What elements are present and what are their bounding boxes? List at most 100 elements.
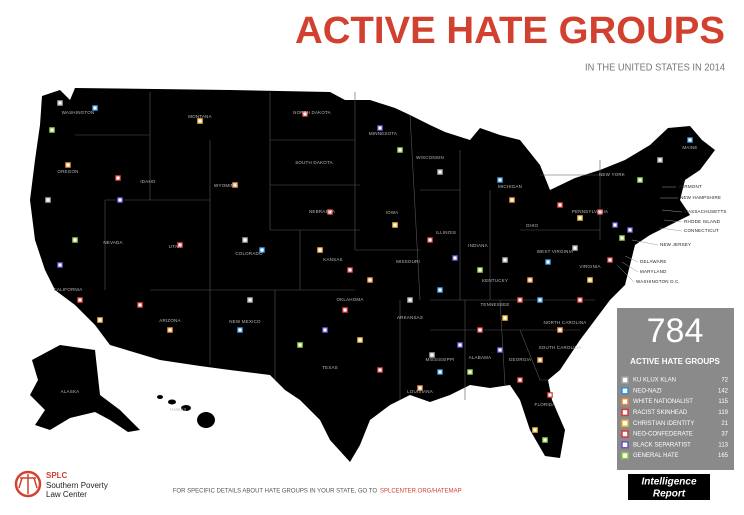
legend-label: KU KLUX KLAN (633, 378, 676, 384)
group-marker (417, 385, 423, 391)
state-label: OREGON (57, 169, 78, 174)
callout-label: NEW JERSEY (660, 242, 691, 247)
legend-label: NEO-NAZI (633, 388, 662, 394)
group-marker (232, 182, 238, 188)
group-marker (477, 327, 483, 333)
state-labels: WASHINGTON OREGON IDAHO MONTANA NORTH DAKOTA… (53, 110, 697, 412)
group-marker (657, 157, 663, 163)
group-marker (537, 357, 543, 363)
callout-line (621, 261, 639, 273)
group-marker (97, 317, 103, 323)
state-callouts: VERMONT NEW HAMPSHIRE MASSACHUSETTS RHODE I… (617, 184, 726, 284)
state-label: NORTH CAROLINA (544, 320, 587, 325)
legend-count: 119 (718, 410, 728, 416)
legend-icon (621, 441, 629, 449)
group-marker (57, 262, 63, 268)
legend-icon (621, 430, 629, 438)
hawaii (157, 395, 215, 428)
state-label: ALASKA (61, 389, 80, 394)
state-label: NEBRASKA (309, 209, 335, 214)
legend-count: 113 (718, 442, 728, 448)
group-marker (177, 242, 183, 248)
group-marker (542, 437, 548, 443)
callout-label: MARYLAND (640, 269, 667, 274)
group-marker (557, 202, 563, 208)
state-label: WASHINGTON (62, 110, 95, 115)
callout-label: CONNECTICUT (684, 228, 719, 233)
callout-line (624, 255, 639, 263)
group-marker (577, 297, 583, 303)
group-marker (357, 337, 363, 343)
state-label: ARIZONA (159, 318, 180, 323)
group-marker (467, 369, 473, 375)
group-marker (637, 177, 643, 183)
group-marker (607, 257, 613, 263)
legend-count: 21 (721, 421, 728, 427)
callout-line (661, 209, 683, 213)
state-label: ARKANSAS (397, 315, 423, 320)
footer-link[interactable]: SPLCENTER.ORG/HATEMAP (380, 489, 462, 495)
state-label: IDAHO (140, 179, 156, 184)
legend-count: 115 (718, 399, 728, 405)
legend-label: CHRISTIAN IDENTITY (633, 421, 694, 427)
state-label: NORTH DAKOTA (293, 110, 331, 115)
state-label: KANSAS (323, 257, 342, 262)
group-marker (497, 177, 503, 183)
group-marker (137, 302, 143, 308)
legend-icon (621, 387, 629, 395)
legend-label: RACIST SKINHEAD (633, 410, 688, 416)
group-marker (317, 247, 323, 253)
state-label: ILLINOIS (436, 230, 456, 235)
callout-line (663, 219, 683, 223)
callout-label: RHODE ISLAND (684, 219, 721, 224)
state-label: OHIO (526, 223, 539, 228)
alaska (30, 345, 140, 432)
group-marker (457, 342, 463, 348)
group-marker (452, 255, 458, 261)
group-marker (619, 235, 625, 241)
state-label: OKLAHOMA (336, 297, 363, 302)
state-label: KENTUCKY (482, 278, 508, 283)
group-marker (429, 352, 435, 358)
callout-line (659, 227, 683, 232)
group-marker (612, 222, 618, 228)
group-marker (532, 427, 538, 433)
group-marker (497, 347, 503, 353)
state-label: NEW MEXICO (229, 319, 261, 324)
state-label: TENNESSEE (480, 302, 509, 307)
state-label: MISSISSIPPI (426, 357, 455, 362)
state-label: MONTANA (188, 114, 212, 119)
group-marker (557, 327, 563, 333)
publication-name: Report (653, 489, 686, 500)
group-marker (247, 297, 253, 303)
legend-count: 165 (718, 453, 729, 459)
legend-count: 142 (718, 388, 729, 394)
logo-line: Southern Poverty (46, 481, 108, 490)
callout-label: WASHINGTON D.C. (636, 279, 680, 284)
group-markers (45, 100, 693, 443)
group-marker (242, 237, 248, 243)
state-label: LOUISIANA (407, 389, 433, 394)
callout-label: VERMONT (678, 184, 702, 189)
state-label: ALABAMA (469, 355, 492, 360)
group-marker (627, 227, 633, 233)
group-marker (347, 267, 353, 273)
state-label: SOUTH DAKOTA (295, 160, 333, 165)
state-label: IOWA (386, 210, 399, 215)
group-marker (327, 209, 333, 215)
state-label: WEST VIRGINIA (537, 249, 574, 254)
legend-label: GENERAL HATE (633, 453, 679, 459)
group-marker (45, 197, 51, 203)
group-marker (65, 162, 71, 168)
group-marker (502, 257, 508, 263)
legend-icon (621, 376, 629, 384)
group-marker (517, 297, 523, 303)
legend-icon (621, 397, 629, 406)
group-marker (397, 147, 403, 153)
group-marker (587, 277, 593, 283)
legend-icon (621, 451, 629, 460)
total: 784 (647, 312, 704, 350)
state-label: VIRGINIA (579, 264, 600, 269)
group-marker (167, 327, 173, 333)
